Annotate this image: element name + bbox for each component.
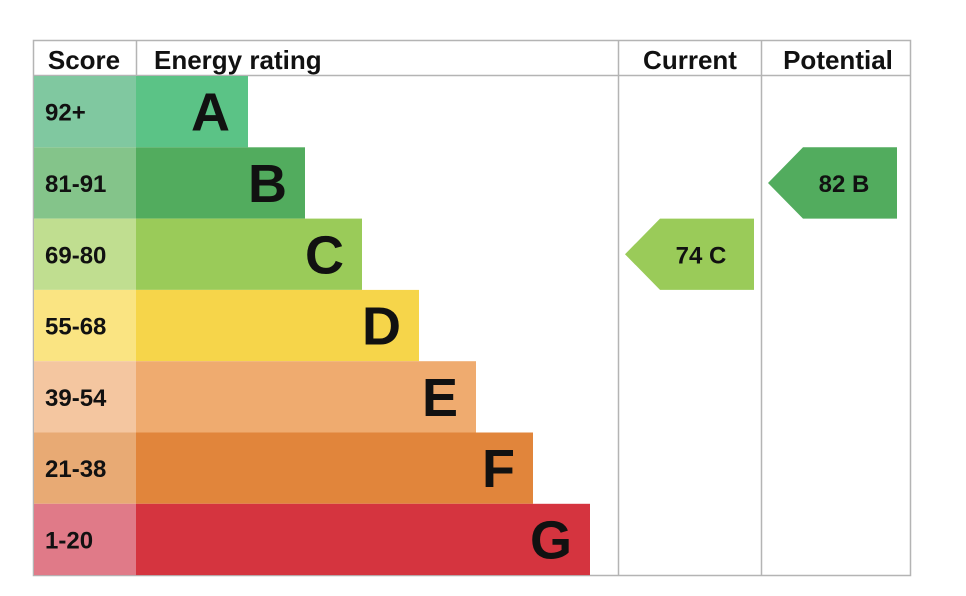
score-cell-a: [34, 76, 136, 148]
current-rating-label: 74 C: [676, 242, 727, 269]
rating-indicators: 74 C 82 B: [625, 147, 897, 290]
score-range-g: 1-20: [45, 527, 93, 554]
band-letter-f: F: [482, 439, 515, 499]
band-bar-a: [136, 76, 248, 148]
band-bar-c: [136, 218, 362, 290]
band-bar-d: [136, 289, 419, 362]
current-column-header: Current: [643, 45, 737, 75]
score-cell-d: [34, 289, 136, 362]
potential-rating-arrow: [768, 147, 897, 219]
potential-rating-label: 82 B: [819, 171, 870, 198]
score-range-c: 69-80: [45, 242, 106, 269]
score-column-header: Score: [48, 45, 120, 75]
band-bar-e: [136, 361, 476, 433]
score-range-a: 92+: [45, 100, 86, 127]
chart-frame: [32, 39, 912, 577]
band-letter-a: A: [191, 83, 230, 143]
band-letter-d: D: [362, 297, 401, 357]
score-range-b: 81-91: [45, 171, 106, 198]
score-cell-c: [34, 218, 136, 290]
current-rating-arrow: [625, 218, 754, 290]
band-letter-e: E: [422, 368, 458, 428]
energy-rating-column-header: Energy rating: [154, 45, 322, 75]
potential-column-header: Potential: [783, 45, 893, 75]
rating-bands: 92+ A 81-91 B 69-80 C 55-68 D 39-54 E 21-38 F 1-20 G: [34, 76, 590, 576]
chart-grid: [32, 39, 912, 577]
band-bar-b: [136, 147, 305, 219]
score-range-f: 21-38: [45, 456, 106, 483]
score-range-d: 55-68: [45, 314, 106, 341]
score-cell-f: [34, 432, 136, 504]
band-letter-b: B: [248, 154, 287, 214]
band-bar-g: [136, 503, 590, 576]
band-letter-c: C: [305, 225, 344, 285]
band-letter-g: G: [530, 510, 572, 570]
score-cell-e: [34, 361, 136, 433]
score-cell-g: [34, 503, 136, 576]
score-cell-b: [34, 147, 136, 219]
band-bar-f: [136, 432, 533, 504]
score-range-e: 39-54: [45, 385, 107, 412]
